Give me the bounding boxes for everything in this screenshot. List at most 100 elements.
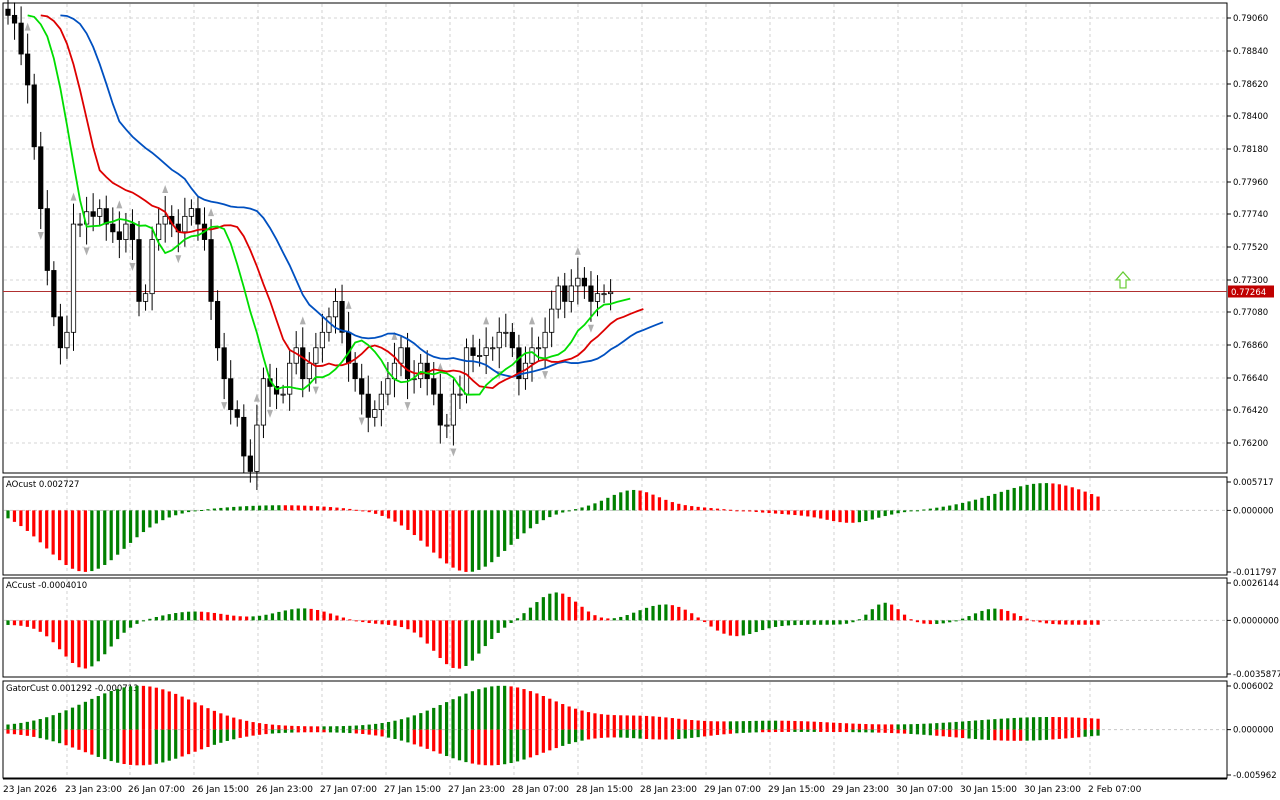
histogram-bar — [122, 510, 126, 549]
histogram-bar — [670, 605, 674, 621]
histogram-bar — [767, 510, 771, 514]
time-label: 27 Jan 15:00 — [384, 785, 441, 795]
histogram-bar — [761, 720, 765, 730]
candle — [70, 223, 77, 333]
histogram-bar — [290, 729, 294, 733]
histogram-bar — [973, 499, 978, 511]
histogram-bar — [322, 506, 326, 511]
histogram-bar — [657, 729, 662, 740]
histogram-bar — [328, 613, 333, 621]
histogram-bar — [187, 729, 191, 755]
fractal-down-icon — [587, 324, 594, 333]
price-label: 0.77520 — [1233, 243, 1268, 253]
histogram-bar — [187, 611, 191, 621]
histogram-bar — [909, 619, 913, 621]
candle — [594, 293, 601, 302]
histogram-bar — [722, 620, 726, 634]
histogram-bar — [257, 723, 262, 730]
candle — [51, 270, 57, 318]
histogram-bar — [83, 510, 87, 572]
histogram-bar — [909, 510, 913, 512]
histogram-bar — [986, 729, 990, 740]
histogram-bar — [1019, 729, 1023, 741]
histogram-bar — [741, 510, 745, 512]
histogram-bar — [96, 696, 100, 730]
histogram-bar — [786, 620, 791, 626]
histogram-bar — [167, 729, 171, 761]
histogram-bar — [316, 726, 320, 730]
histogram-bar — [496, 620, 500, 633]
fractal-down-icon — [267, 409, 273, 418]
histogram-bar — [96, 729, 100, 757]
scale-label: 0.005717 — [1233, 478, 1274, 488]
histogram-bar — [748, 729, 752, 733]
histogram-bar — [64, 710, 68, 730]
histogram-bar — [199, 729, 204, 750]
histogram-bar — [154, 729, 158, 764]
histogram-bar — [490, 686, 494, 730]
histogram-bar — [161, 689, 165, 730]
histogram-bar — [973, 720, 978, 730]
histogram-bar — [928, 620, 932, 625]
histogram-bar — [761, 510, 765, 513]
histogram-bar — [257, 615, 262, 621]
histogram-bar — [212, 612, 216, 621]
histogram-bar — [12, 510, 17, 522]
histogram-bar — [522, 613, 526, 621]
histogram-bar — [193, 729, 197, 752]
histogram-bar — [967, 501, 971, 511]
histogram-bar — [1019, 486, 1023, 511]
histogram-bar — [257, 505, 262, 511]
histogram-bar — [483, 687, 487, 730]
histogram-bar — [973, 729, 978, 740]
histogram-bar — [296, 505, 300, 511]
histogram-bar — [1031, 717, 1036, 730]
price-label: 0.78620 — [1233, 80, 1268, 90]
histogram-bar — [290, 505, 294, 511]
histogram-bar — [535, 693, 539, 730]
histogram-bar — [109, 729, 113, 762]
histogram-bar — [270, 724, 275, 730]
time-label: 27 Jan 23:00 — [448, 785, 505, 795]
histogram-bar — [322, 726, 326, 730]
histogram-bar — [64, 620, 68, 657]
time-label: 29 Jan 07:00 — [704, 785, 761, 795]
histogram-bar — [864, 729, 868, 733]
histogram-bar — [567, 706, 571, 730]
histogram-bar — [128, 620, 133, 628]
candle — [300, 347, 306, 380]
histogram-bar — [167, 691, 171, 730]
histogram-bar — [464, 510, 468, 572]
histogram-bar — [348, 619, 352, 621]
histogram-bar — [328, 507, 333, 511]
histogram-bar — [683, 609, 687, 621]
histogram-bar — [141, 685, 146, 730]
histogram-bar — [1077, 729, 1081, 738]
candle — [5, 8, 11, 16]
histogram-bar — [890, 729, 894, 734]
histogram-bar — [451, 729, 455, 759]
histogram-bar — [1070, 729, 1074, 738]
histogram-bar — [715, 620, 720, 631]
histogram-bar — [122, 729, 126, 765]
histogram-bar — [561, 510, 565, 513]
histogram-bar — [309, 608, 313, 621]
histogram-bar — [77, 620, 81, 668]
histogram-bar — [741, 729, 745, 733]
histogram-bar — [993, 719, 997, 730]
price-label: 0.77740 — [1233, 210, 1268, 220]
fractal-down-icon — [83, 247, 90, 256]
histogram-bar — [419, 510, 423, 541]
price-label: 0.77080 — [1233, 308, 1268, 318]
histogram-bar — [238, 719, 242, 730]
histogram-bar — [503, 510, 507, 551]
histogram-bar — [290, 609, 294, 621]
histogram-bar — [135, 685, 139, 730]
histogram-bar — [644, 729, 649, 739]
histogram-bar — [612, 618, 616, 621]
histogram-bar — [941, 620, 945, 624]
candle — [483, 347, 489, 356]
histogram-bar — [1012, 717, 1016, 730]
histogram-bar — [270, 613, 275, 621]
